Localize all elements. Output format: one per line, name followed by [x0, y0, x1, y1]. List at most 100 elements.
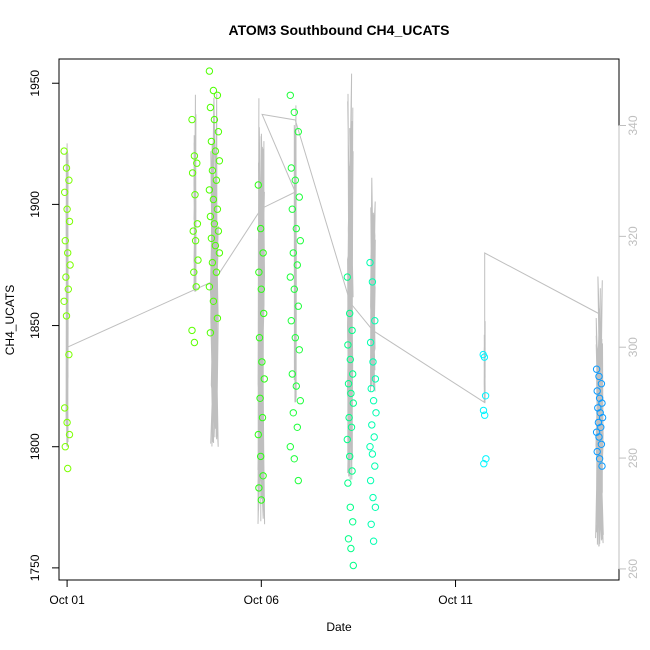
data-point	[255, 334, 264, 342]
altitude-profile	[257, 98, 266, 525]
data-point	[349, 518, 357, 526]
data-point	[480, 460, 488, 468]
data-point	[62, 164, 71, 172]
data-point	[291, 334, 299, 342]
data-point	[348, 467, 356, 475]
y-left-tick-label: 1900	[28, 191, 42, 218]
y-axis-right: 260 280 300 320 340	[618, 115, 640, 579]
data-point	[260, 309, 268, 318]
y-right-tick-label: 320	[626, 226, 640, 246]
data-point	[595, 372, 603, 381]
y-right-tick-label: 340	[626, 115, 640, 135]
data-point	[295, 346, 303, 354]
data-point	[598, 413, 607, 422]
data-point	[347, 423, 356, 431]
data-point	[288, 370, 296, 378]
data-point	[371, 375, 380, 383]
x-tick-label: Oct 01	[49, 593, 85, 607]
data-point	[63, 418, 71, 427]
data-point	[214, 227, 223, 235]
data-point	[258, 358, 266, 366]
y-axis-label: CH4_UCATS	[3, 285, 17, 355]
data-point	[480, 353, 489, 361]
data-point	[215, 249, 224, 257]
data-point	[190, 338, 199, 347]
data-point	[256, 394, 264, 402]
data-point	[296, 397, 304, 405]
altitude-profile	[483, 321, 486, 403]
data-point	[290, 455, 298, 463]
data-point	[205, 67, 214, 75]
data-point	[346, 355, 354, 364]
data-point	[62, 312, 71, 320]
altitude-connector	[66, 113, 600, 404]
data-point	[346, 309, 354, 318]
data-point	[370, 433, 378, 441]
data-point	[62, 273, 70, 281]
data-point	[255, 484, 263, 492]
data-point	[65, 430, 74, 439]
data-point	[347, 389, 355, 398]
data-point	[188, 115, 196, 124]
altitude-profile	[346, 73, 354, 480]
data-point	[257, 224, 265, 233]
data-point	[214, 128, 223, 136]
y-left-tick-label: 1750	[28, 554, 42, 581]
chart-title: ATOM3 Southbound CH4_UCATS	[229, 22, 450, 38]
x-tick-label: Oct 06	[244, 593, 280, 607]
data-point	[209, 86, 218, 95]
data-point	[286, 273, 294, 281]
data-point	[345, 413, 353, 422]
data-point	[193, 159, 201, 167]
y-left-tick-label: 1850	[28, 312, 42, 339]
data-point	[207, 234, 216, 243]
y-axis-left: 1750 1800 1850 1900 1950	[28, 70, 60, 581]
data-point	[372, 409, 380, 417]
altitude-profile	[65, 143, 69, 447]
data-point	[293, 261, 301, 269]
data-point	[188, 326, 196, 335]
data-point	[60, 147, 68, 155]
data-point	[367, 520, 375, 528]
data-point	[65, 217, 74, 226]
data-point	[593, 387, 601, 395]
data-point	[294, 476, 302, 485]
data-point	[190, 152, 199, 160]
data-point	[255, 268, 263, 276]
data-point	[206, 329, 215, 337]
data-point	[287, 317, 295, 325]
data-point	[481, 411, 489, 419]
data-point	[343, 435, 351, 444]
data-point	[213, 91, 222, 100]
data-point	[189, 227, 197, 235]
data-point	[259, 249, 267, 257]
data-point	[349, 399, 357, 407]
data-point	[597, 440, 606, 448]
altitude-trace	[65, 73, 604, 547]
data-point	[349, 370, 357, 378]
data-point	[592, 365, 601, 373]
data-point	[210, 220, 219, 228]
data-point	[369, 493, 377, 502]
data-point	[292, 382, 300, 390]
data-point	[289, 409, 297, 417]
y-left-tick-label: 1950	[28, 70, 42, 97]
data-point	[366, 476, 375, 485]
data-point	[213, 314, 222, 322]
data-point	[348, 326, 356, 335]
data-point	[344, 535, 353, 543]
data-point	[366, 258, 374, 267]
altitude-profile	[293, 105, 297, 403]
y-right-tick-label: 260	[626, 559, 640, 579]
data-point	[64, 285, 73, 293]
data-point	[209, 297, 218, 305]
data-point	[343, 273, 351, 281]
data-point	[595, 433, 603, 441]
y-left-tick-label: 1800	[28, 433, 42, 460]
data-point	[482, 455, 490, 463]
data-point	[346, 503, 354, 511]
data-point	[257, 452, 265, 461]
altitude-profile	[370, 177, 376, 392]
data-point	[66, 261, 74, 269]
